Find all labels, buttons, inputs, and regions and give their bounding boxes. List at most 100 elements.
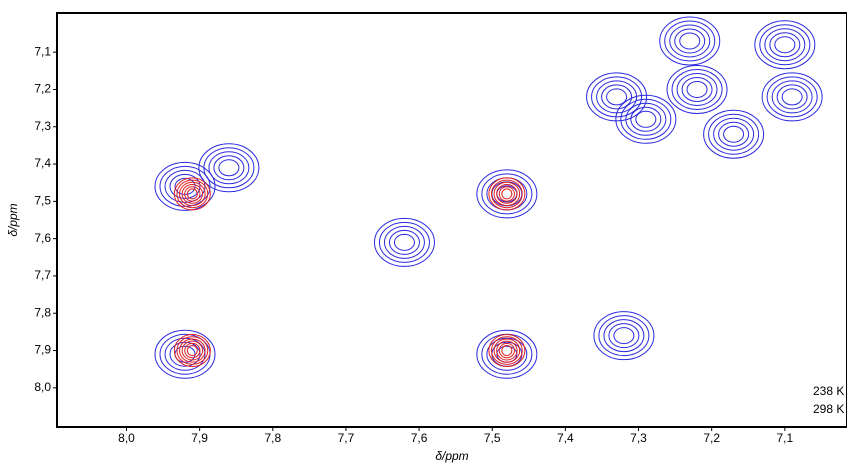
- y-tick-label: 7,1: [34, 44, 51, 58]
- contour-ring: [679, 32, 701, 50]
- peak: [476, 329, 538, 379]
- contour-ring: [388, 229, 420, 255]
- contour-ring: [481, 173, 533, 215]
- y-tick-label: 7,5: [34, 194, 51, 208]
- contour-ring: [596, 80, 638, 114]
- x-axis-label: δ/ppm: [435, 449, 468, 463]
- contour-ring: [620, 98, 672, 140]
- peak: [761, 72, 823, 122]
- y-tick-label: 7,7: [34, 268, 51, 282]
- contour-ring: [169, 173, 201, 199]
- x-tick-label: 7,6: [411, 431, 428, 445]
- contour-ring: [674, 28, 706, 54]
- x-tick-label: 7,5: [484, 431, 501, 445]
- contour-ring: [218, 159, 240, 177]
- x-tick-label: 8,0: [118, 431, 135, 445]
- y-axis-label: δ/ppm: [6, 203, 20, 236]
- contour-ring: [671, 68, 723, 110]
- contour-ring: [771, 80, 813, 114]
- contour-ring: [781, 88, 803, 106]
- plot-frame: [56, 12, 847, 428]
- contour-ring: [501, 188, 513, 200]
- contour-ring: [488, 334, 526, 368]
- contour-ring: [173, 334, 211, 368]
- contour-ring: [213, 155, 245, 181]
- contour-ring: [493, 181, 521, 206]
- peak: [173, 177, 211, 211]
- x-tick-label: 7,9: [191, 431, 208, 445]
- contour-ring: [608, 323, 640, 349]
- contour-ring: [591, 76, 643, 118]
- contour-ring: [613, 327, 635, 345]
- contour-ring: [486, 337, 528, 371]
- contour-ring: [476, 329, 538, 379]
- contour-ring: [154, 161, 216, 211]
- contour-ring: [630, 106, 662, 132]
- contour-ring: [766, 76, 818, 118]
- contour-ring: [490, 179, 523, 209]
- y-tick-label: 7,4: [34, 156, 51, 170]
- contour-ring: [676, 72, 718, 106]
- contour-ring: [184, 186, 201, 202]
- contour-ring: [181, 183, 204, 204]
- contour-ring: [203, 147, 255, 189]
- contour-ring: [723, 125, 745, 143]
- legend-entry: 238 K: [813, 384, 844, 398]
- contour-ring: [184, 342, 201, 359]
- peak: [373, 217, 435, 267]
- contour-ring: [496, 185, 518, 203]
- contour-ring: [169, 341, 201, 367]
- contour-ring: [373, 217, 435, 267]
- contour-ring: [681, 76, 713, 102]
- contour-ring: [498, 186, 515, 202]
- contour-ring: [669, 24, 711, 58]
- contour-ring: [496, 340, 518, 361]
- contour-ring: [501, 345, 513, 357]
- contour-ring: [764, 28, 806, 62]
- contour-ring: [713, 117, 755, 151]
- contour-ring: [754, 20, 816, 70]
- contour-ring: [186, 345, 198, 357]
- contour-ring: [179, 181, 206, 206]
- contour-ring: [606, 88, 628, 106]
- contour-ring: [378, 221, 430, 263]
- contour-ring: [635, 110, 657, 128]
- contour-ring: [154, 329, 216, 379]
- contour-ring: [776, 84, 808, 110]
- contour-ring: [625, 102, 667, 136]
- contour-ring: [615, 94, 677, 144]
- contour-ring: [181, 340, 204, 361]
- peak: [476, 169, 538, 219]
- contour-ring: [179, 338, 206, 363]
- contour-ring: [774, 36, 796, 54]
- contour-ring: [718, 121, 750, 147]
- peak: [154, 329, 216, 379]
- contour-ring: [173, 177, 211, 211]
- y-tick-label: 8,0: [34, 380, 51, 394]
- contour-ring: [659, 16, 721, 66]
- legend-entry: 298 K: [813, 402, 844, 416]
- plot-area: [154, 16, 823, 379]
- peak: [615, 94, 677, 144]
- y-tick-label: 7,3: [34, 119, 51, 133]
- peak: [703, 109, 765, 159]
- x-tick-label: 7,7: [338, 431, 355, 445]
- peak: [198, 143, 260, 193]
- x-tick-label: 7,8: [264, 431, 281, 445]
- contour-ring: [593, 311, 655, 361]
- x-tick-label: 7,4: [557, 431, 574, 445]
- peak: [754, 20, 816, 70]
- contour-ring: [488, 177, 526, 211]
- contour-ring: [708, 113, 760, 155]
- contour-ring: [176, 179, 209, 209]
- contour-ring: [393, 233, 415, 251]
- peak: [488, 177, 526, 211]
- peak: [593, 311, 655, 361]
- y-tick-label: 7,8: [34, 305, 51, 319]
- x-tick-label: 7,2: [703, 431, 720, 445]
- contour-ring: [586, 72, 648, 122]
- peak: [586, 72, 648, 122]
- contour-ring: [769, 32, 801, 58]
